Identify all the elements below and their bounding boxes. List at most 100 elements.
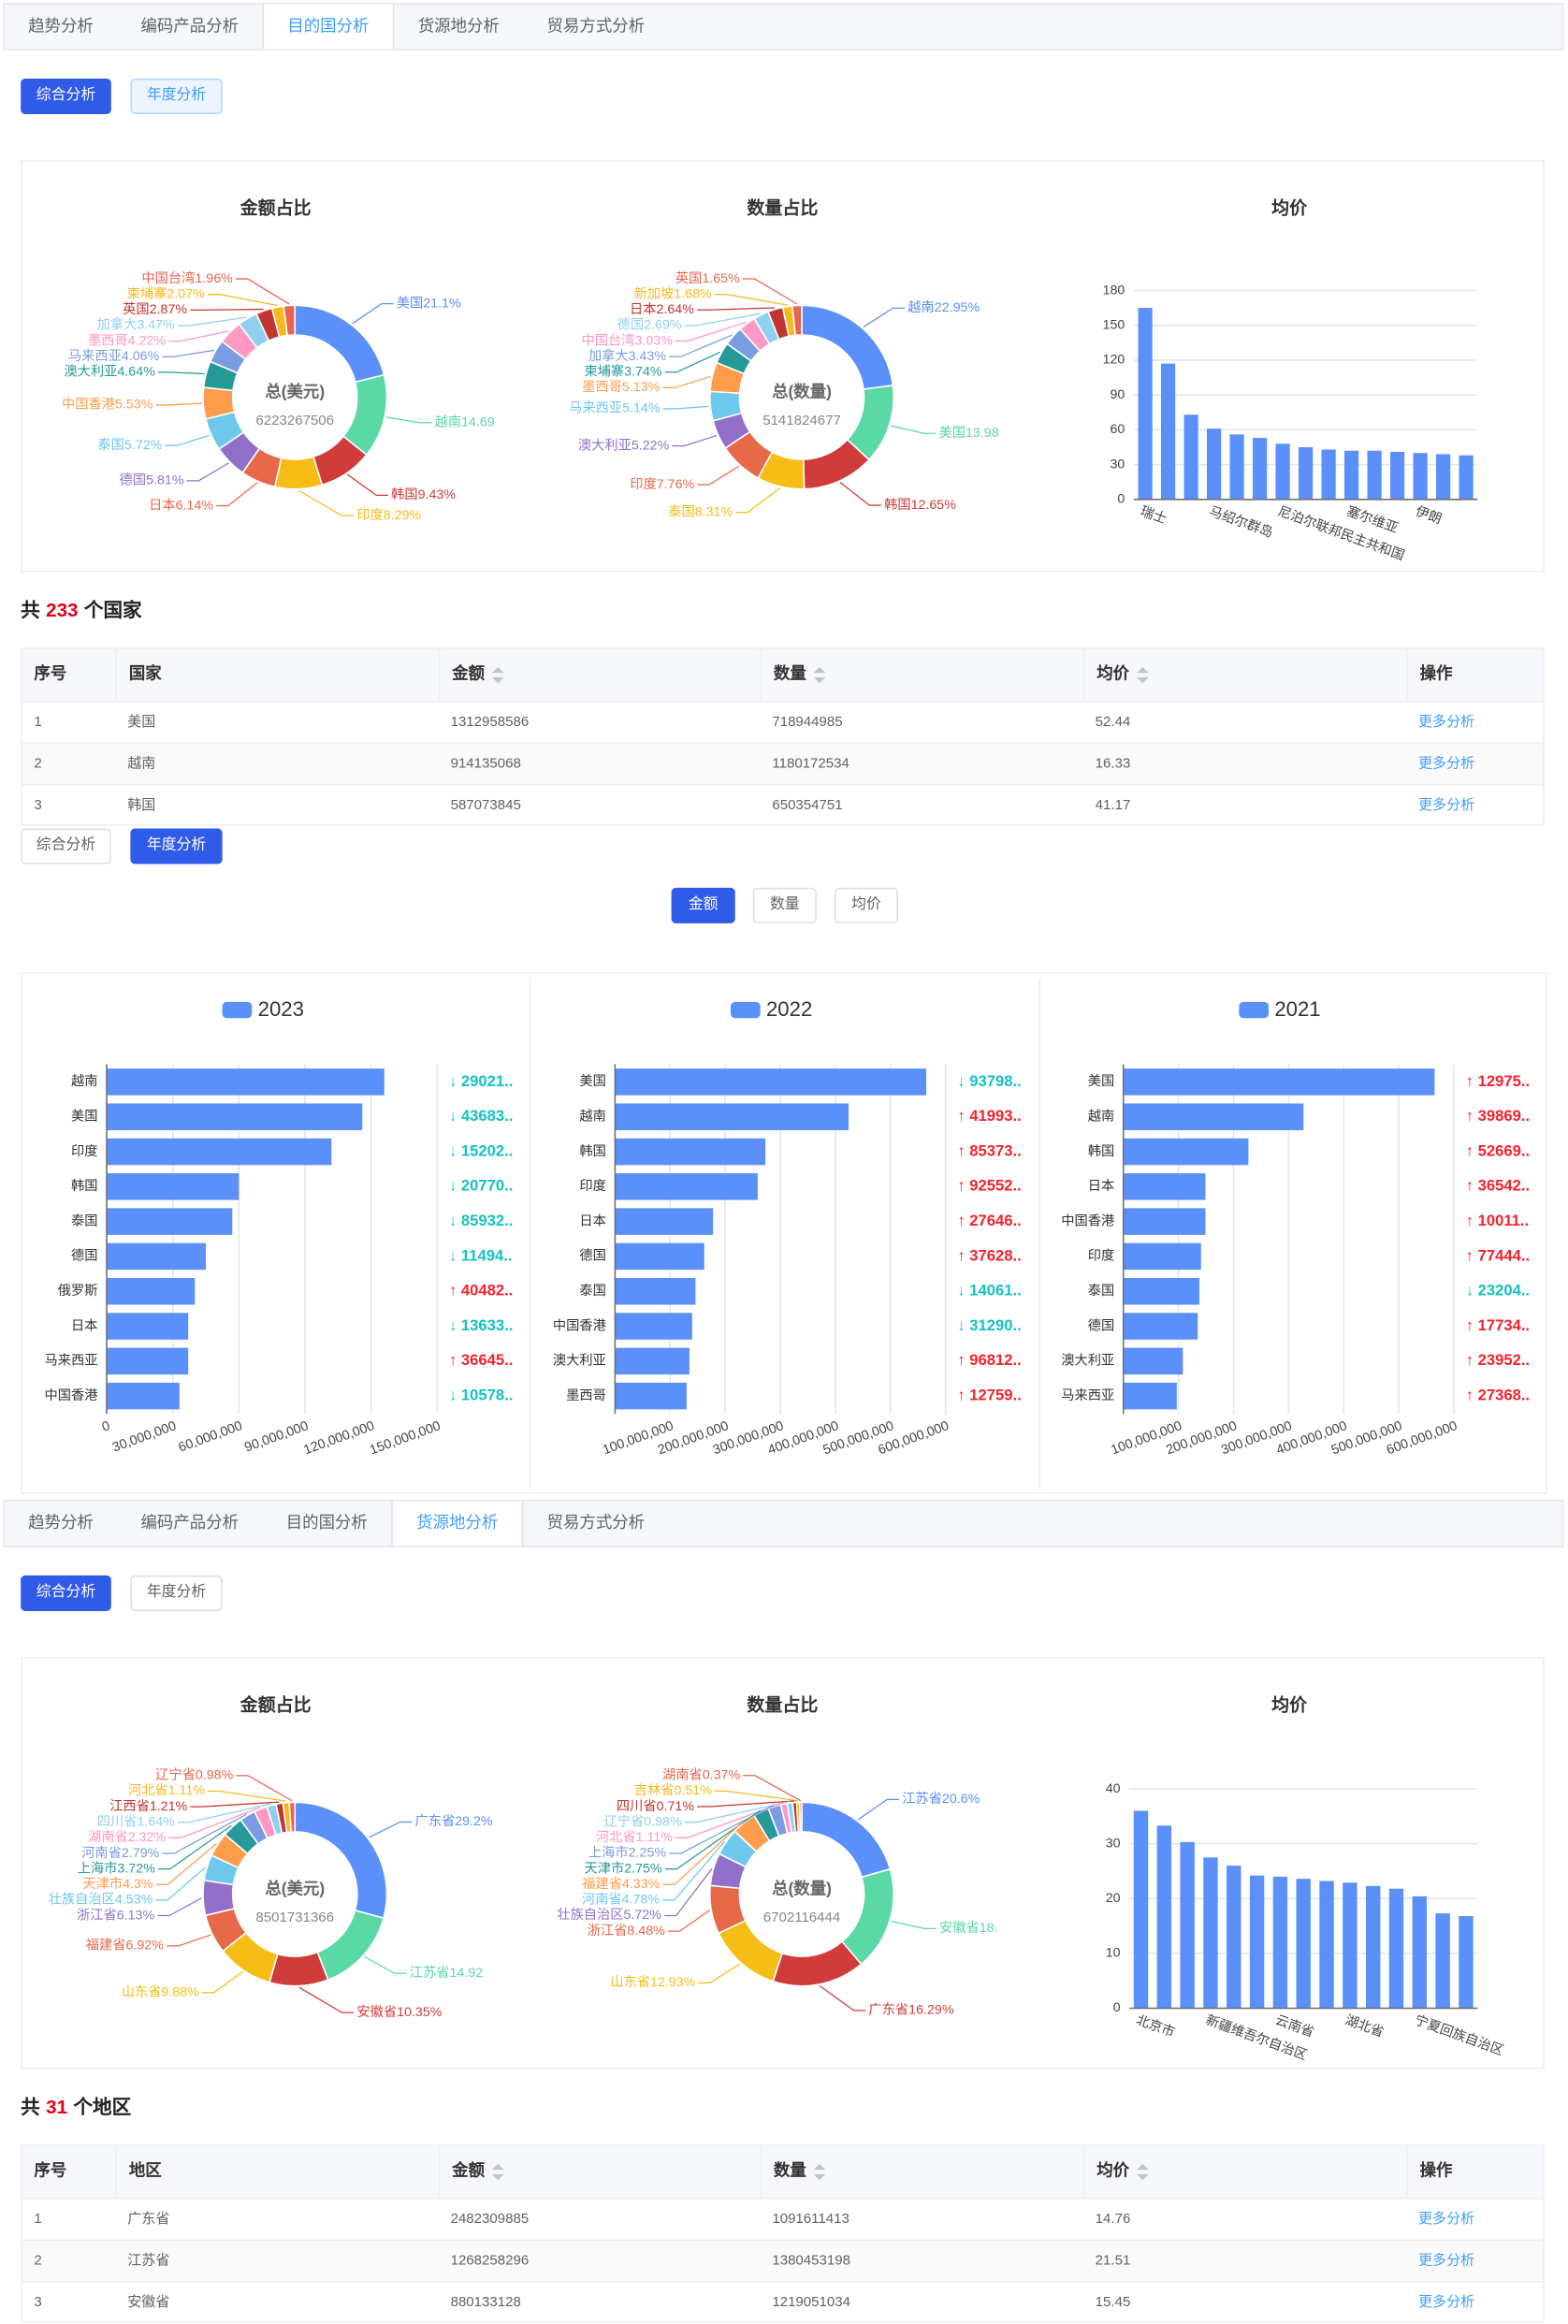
sort-icon[interactable] (813, 666, 826, 683)
header-text: 金额 (452, 2162, 486, 2181)
table-row: 1 广东省 2482309885 1091611413 14.76 更多分析 (22, 2199, 1544, 2242)
sort-down (1137, 676, 1149, 683)
button[interactable]: 年度分析 (130, 828, 223, 864)
tab[interactable]: 编码产品分析 (140, 18, 240, 36)
tab[interactable]: 目的国分析 (262, 4, 395, 50)
table-cell: 1312958586 (450, 714, 530, 731)
sort-up (491, 2163, 504, 2170)
header-text: 金额 (452, 665, 486, 684)
tab[interactable]: 趋势分析 (28, 18, 94, 36)
sort-down (491, 676, 504, 683)
button[interactable]: 综合分析 (21, 78, 111, 114)
panel-divider (529, 978, 531, 1489)
chart-panel (21, 160, 1545, 573)
summary: 共 31 个地区 (21, 2093, 131, 2123)
table-row: 2 江苏省 1268258296 1380453198 21.51 更多分析 (22, 2241, 1544, 2283)
header-cell[interactable]: 金额 (438, 648, 761, 702)
sort-icon[interactable] (1137, 2163, 1149, 2180)
tab[interactable]: 目的国分析 (285, 1514, 368, 1532)
table-header: 序号 地区 金额 数量 均价 操作 (22, 2145, 1544, 2200)
button[interactable]: 年度分析 (130, 78, 223, 114)
table-cell: 韩国 (127, 797, 156, 814)
tab[interactable]: 趋势分析 (28, 1514, 94, 1532)
table-cell: 广东省 (127, 2211, 170, 2228)
chart-panel (21, 972, 1547, 1494)
sort-down (1137, 2173, 1149, 2180)
tab[interactable]: 货源地分析 (391, 1501, 524, 1547)
header-cell: 序号 (22, 649, 116, 701)
sort-down (813, 676, 826, 683)
table-cell: 880133128 (450, 2294, 521, 2311)
action-link[interactable]: 更多分析 (1418, 2211, 1475, 2228)
sort-icon[interactable] (1137, 666, 1149, 683)
table-cell: 安徽省 (127, 2294, 170, 2311)
sort-up (1137, 2163, 1149, 2170)
table-row: 3 韩国 587073845 650354751 41.17 更多分析 (22, 785, 1544, 824)
sort-icon[interactable] (491, 666, 504, 683)
tab[interactable]: 贸易方式分析 (546, 1514, 646, 1532)
data-table: 序号 国家 金额 数量 均价 操作 1 美国 1312958586 718944985 52.44 更… (21, 647, 1545, 826)
header-cell: 序号 (22, 2146, 116, 2198)
header-text: 均价 (1096, 665, 1130, 684)
table-cell: 16.33 (1095, 755, 1131, 773)
sort-up (813, 666, 826, 673)
sort-up (1137, 666, 1149, 673)
header-text: 操作 (1419, 2162, 1453, 2181)
button[interactable]: 均价 (834, 887, 898, 923)
table-cell: 越南 (127, 755, 156, 773)
button[interactable]: 金额 (671, 887, 735, 923)
table-cell: 15.45 (1095, 2294, 1131, 2311)
tab[interactable]: 贸易方式分析 (546, 18, 646, 36)
button[interactable]: 综合分析 (21, 1575, 111, 1611)
table-cell: 江苏省 (127, 2252, 170, 2270)
table-cell: 1 (34, 2211, 42, 2228)
tab[interactable]: 货源地分析 (417, 18, 500, 36)
sort-down (813, 2173, 826, 2180)
button[interactable]: 数量 (752, 887, 817, 923)
sort-icon[interactable] (813, 2163, 826, 2180)
table-cell: 41.17 (1095, 797, 1131, 814)
header-cell[interactable]: 数量 (760, 648, 1083, 702)
action-link[interactable]: 更多分析 (1418, 2294, 1475, 2311)
tab[interactable]: 编码产品分析 (140, 1514, 240, 1532)
table-cell: 2482309885 (450, 2211, 530, 2228)
table-cell: 1380453198 (772, 2252, 851, 2270)
action-link[interactable]: 更多分析 (1418, 2252, 1475, 2270)
summary-prefix: 共 (21, 598, 40, 621)
table-cell: 914135068 (450, 755, 521, 773)
header-cell[interactable]: 均价 (1082, 648, 1406, 702)
header-cell[interactable]: 数量 (760, 2145, 1083, 2199)
button[interactable]: 综合分析 (21, 828, 111, 864)
table-cell: 2 (34, 2252, 42, 2270)
table-cell: 1268258296 (450, 2252, 530, 2270)
button[interactable]: 年度分析 (130, 1575, 223, 1611)
table-header: 序号 国家 金额 数量 均价 操作 (22, 648, 1544, 703)
header-cell: 国家 (115, 648, 439, 702)
tab-bar: 趋势分析 编码产品分析 目的国分析 货源地分析 贸易方式分析 (3, 3, 1564, 51)
sort-down (491, 2173, 504, 2180)
header-text: 序号 (34, 2162, 67, 2181)
sort-icon[interactable] (491, 2163, 504, 2180)
summary-suffix: 个地区 (73, 2095, 132, 2118)
sort-up (813, 2163, 826, 2170)
table-cell: 1180172534 (772, 755, 849, 773)
table-cell: 1219051034 (772, 2294, 851, 2311)
header-cell: 操作 (1406, 648, 1543, 702)
action-link[interactable]: 更多分析 (1418, 797, 1475, 814)
table-cell: 1091611413 (772, 2211, 849, 2228)
chart-panel (21, 1657, 1545, 2070)
table-cell: 21.51 (1095, 2252, 1131, 2270)
header-text: 数量 (773, 665, 806, 684)
summary-count: 31 (46, 2095, 68, 2118)
action-link[interactable]: 更多分析 (1418, 755, 1475, 773)
header-text: 国家 (128, 665, 162, 684)
action-link[interactable]: 更多分析 (1418, 714, 1475, 731)
summary-suffix: 个国家 (83, 598, 142, 621)
header-cell[interactable]: 均价 (1082, 2145, 1406, 2199)
header-cell[interactable]: 金额 (438, 2145, 761, 2199)
table-row: 2 越南 914135068 1180172534 16.33 更多分析 (22, 744, 1544, 786)
table-cell: 2 (34, 755, 42, 773)
summary-count: 233 (46, 598, 79, 621)
